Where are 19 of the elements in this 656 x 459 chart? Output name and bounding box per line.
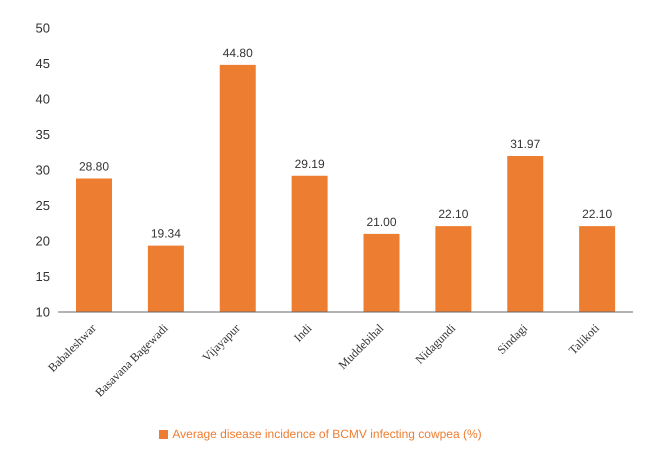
text: 29.19 — [294, 156, 325, 171]
y-tick-label: 30 — [36, 162, 50, 178]
y-tick-label: 20 — [36, 234, 50, 249]
text: 19.34 — [150, 226, 181, 241]
y-tick-label: 25 — [36, 198, 50, 214]
y-tick-label: 10 — [36, 304, 50, 320]
y-tick-label: 15 — [36, 269, 50, 284]
text: 21.00 — [366, 214, 397, 229]
text: 44.80 — [222, 46, 253, 60]
y-tick-label: 50 — [36, 20, 50, 36]
text: 28.80 — [78, 160, 110, 174]
y-tick-label: 35 — [36, 127, 50, 142]
x-tick-label: Indi — [290, 320, 315, 345]
text: 22.10 — [438, 207, 468, 222]
legend-label: Average disease incidence of BCMV infecting cowpea (%) — [172, 427, 482, 441]
text: 22.10 — [582, 207, 612, 222]
y-tick-label: 45 — [36, 56, 50, 72]
y-tick-label: 40 — [36, 92, 50, 107]
text: 31.97 — [510, 137, 540, 152]
